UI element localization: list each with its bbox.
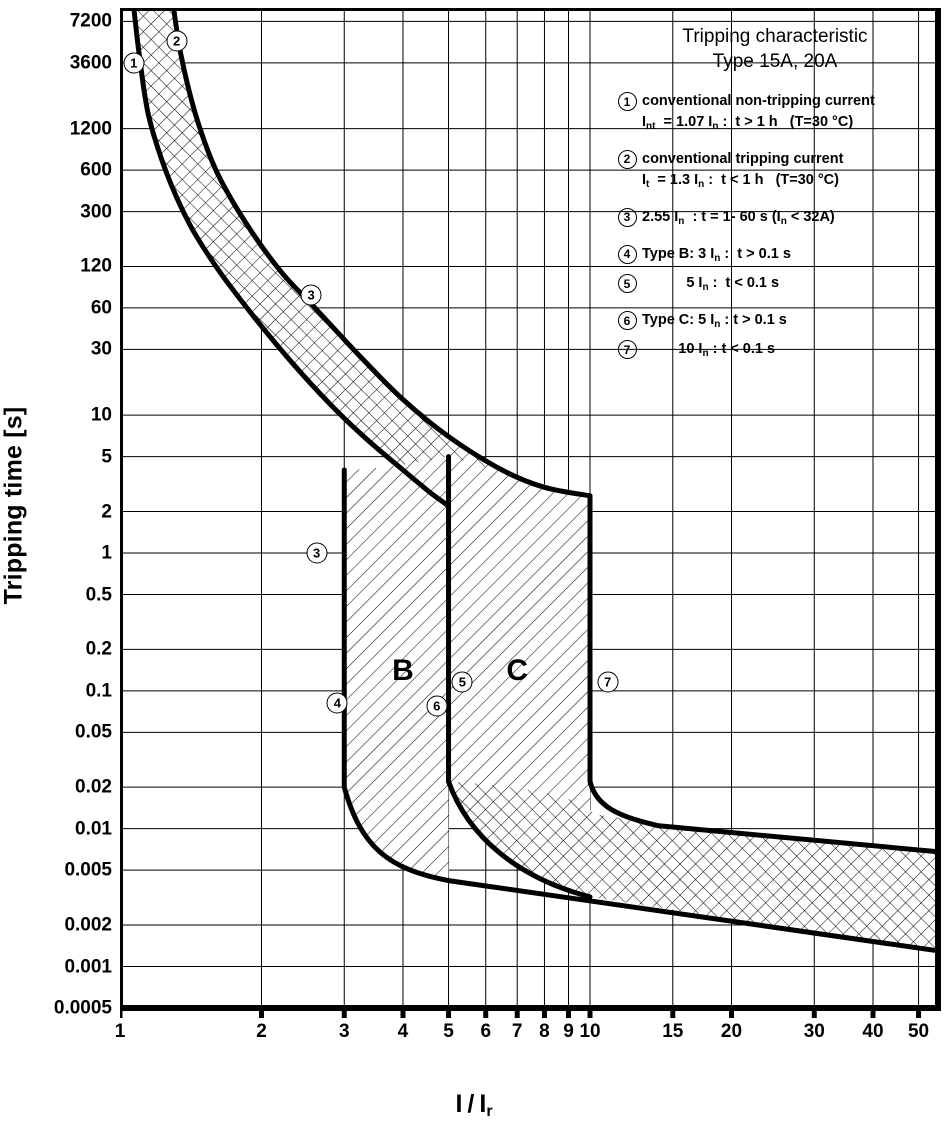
- x-tick-label: 10: [579, 1021, 601, 1042]
- x-tick-label: 1: [114, 1021, 126, 1042]
- y-tick-label: 7200: [69, 10, 112, 32]
- curve-marker-5: 5: [451, 671, 473, 693]
- y-tick-label: 0.1: [85, 680, 112, 702]
- legend-marker-1: 1: [612, 91, 642, 112]
- y-tick-label: 0.2: [85, 638, 112, 660]
- legend-subtitle: Type 15A, 20A: [712, 51, 838, 73]
- y-tick-label: 0.002: [64, 914, 112, 936]
- legend-spacer: [612, 232, 938, 244]
- curve-marker-7: 7: [597, 671, 619, 693]
- type-b-lower-boundary: [341, 467, 941, 954]
- x-tick-label: 4: [397, 1021, 409, 1042]
- type-c-upper-boundary: [587, 493, 941, 855]
- legend-item-4: 4 Type B: 3 In : t > 0.1 s: [612, 244, 938, 266]
- y-tick-label: 0.005: [64, 859, 112, 881]
- circled-number-icon: 1: [617, 92, 637, 112]
- legend-marker-2: 2: [612, 149, 642, 169]
- y-tick-label: 10: [90, 404, 112, 426]
- x-tick-label: 30: [803, 1021, 825, 1042]
- y-tick-label: 3600: [69, 52, 112, 74]
- y-tick-label: 0.001: [64, 956, 112, 977]
- legend-item-5: 5 5 In : t < 0.1 s: [612, 273, 938, 295]
- curve-marker-2: 2: [166, 30, 188, 52]
- x-tick-label: 50: [907, 1021, 930, 1042]
- legend-marker-6: 6: [612, 310, 642, 331]
- legend-title: Tripping characteristic: [682, 26, 868, 47]
- y-tick-label: 600: [80, 159, 112, 181]
- y-tick-label: 0.05: [75, 721, 112, 743]
- legend-item-text: conventional tripping current It = 1.3 In…: [642, 150, 844, 190]
- y-tick-label: 60: [90, 297, 112, 319]
- legend-item-text: 5 In : t < 0.1 s: [642, 275, 780, 294]
- y-tick-label: 5: [101, 446, 112, 468]
- x-tick-label: 3: [338, 1021, 350, 1042]
- curve-marker-3: 3: [300, 284, 322, 306]
- circled-number-icon: 4: [617, 244, 637, 264]
- x-axis-title: I / Ir: [455, 1090, 493, 1120]
- legend-item-text: 2.55 In : t = 1- 60 s (In < 32A): [642, 208, 835, 227]
- type-b-zone-hatch: [344, 456, 449, 881]
- legend-item-2: 2 conventional tripping current It = 1.3 I…: [612, 149, 938, 192]
- legend-item-text: conventional non-tripping current Int = 1…: [642, 93, 875, 132]
- x-tick-label: 40: [862, 1021, 884, 1042]
- circled-number-icon: 6: [617, 311, 637, 331]
- x-tick-label: 2: [256, 1021, 267, 1042]
- y-tick-label: 30: [90, 338, 112, 360]
- legend-item-6: 6 Type C: 5 In : t > 0.1 s: [612, 310, 938, 332]
- legend-item-text: Type B: 3 In : t > 0.1 s: [642, 245, 791, 264]
- legend-spacer: [612, 195, 938, 207]
- legend-marker-7: 7: [612, 339, 642, 360]
- x-tick-label: 9: [563, 1021, 574, 1042]
- x-tick-label: 7: [511, 1021, 523, 1042]
- y-tick-label: 120: [80, 255, 112, 277]
- instantaneous-tail-hatch: [448, 781, 938, 951]
- y-tick-label: 0.01: [75, 818, 112, 840]
- x-tick-label: 6: [480, 1021, 492, 1042]
- x-tick-label: 8: [539, 1021, 550, 1042]
- legend-item-1: 1 conventional non-tripping current Int = …: [612, 91, 938, 134]
- circled-number-icon: 7: [617, 340, 637, 360]
- y-axis-tick-labels: 7200 3600 1200 600 300 120 60 30 10 5 2 1 0.5 0.2 0.1 0…: [0, 0, 112, 1018]
- type-b-upper-boundary: [446, 454, 593, 900]
- circled-number-icon: 2: [617, 149, 637, 169]
- zone-label-b: B: [392, 653, 414, 687]
- legend-items: 1 conventional non-tripping current Int = …: [612, 91, 938, 361]
- zone-label-c: C: [506, 653, 529, 687]
- curve-marker-3b: 3: [306, 542, 328, 564]
- y-tick-label: 300: [80, 201, 112, 223]
- legend-spacer: [612, 137, 938, 149]
- x-tick-label: 5: [443, 1021, 454, 1042]
- curve-marker-6: 6: [426, 695, 448, 717]
- x-tick-label: 15: [662, 1021, 684, 1042]
- legend-spacer: [612, 298, 938, 310]
- y-tick-label: 0.5: [85, 584, 112, 605]
- legend-marker-4: 4: [612, 244, 642, 264]
- curve-marker-1: 1: [123, 52, 145, 74]
- y-tick-label: 2: [101, 501, 112, 523]
- circled-number-icon: 3: [617, 207, 637, 227]
- x-tick-label: 20: [720, 1021, 743, 1042]
- legend-marker-5: 5: [612, 273, 642, 294]
- plot-frame: [120, 8, 941, 1011]
- legend-item-3: 3 2.55 In : t = 1- 60 s (In < 32A): [612, 207, 938, 229]
- curve-marker-4: 4: [326, 692, 348, 714]
- legend-item-text: Type C: 5 In : t > 0.1 s: [642, 312, 787, 331]
- y-tick-label: 1: [101, 542, 112, 564]
- legend-item-7: 7 10 In : t < 0.1 s: [612, 339, 938, 361]
- y-tick-label: 0.0005: [53, 997, 112, 1019]
- legend-marker-3: 3: [612, 207, 642, 227]
- legend-item-text: 10 In : t < 0.1 s: [642, 341, 776, 360]
- thermal-upper-curve: [171, 8, 593, 499]
- y-tick-label: 1200: [69, 118, 112, 140]
- circled-number-icon: 5: [617, 274, 637, 294]
- thermal-lower-curve: [131, 8, 452, 509]
- y-tick-label: 0.02: [75, 776, 112, 798]
